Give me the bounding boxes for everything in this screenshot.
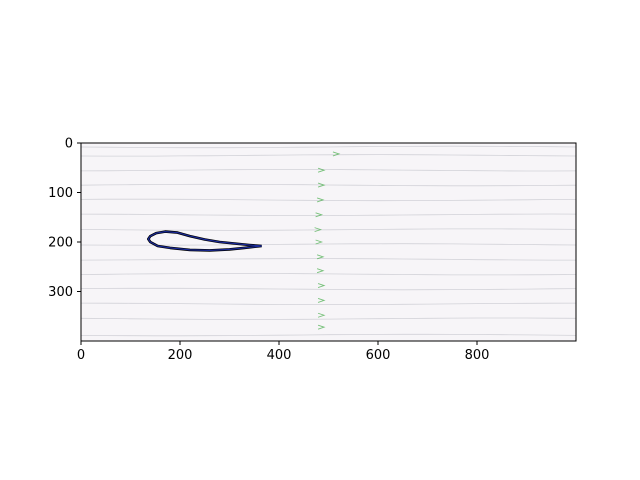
streamline <box>80 302 577 305</box>
x-tick-label: 400 <box>267 348 292 363</box>
flow-arrow-marker <box>315 239 324 245</box>
x-axis: 0 200 400 600 800 <box>77 341 490 363</box>
x-tick-label: 200 <box>168 348 193 363</box>
flow-arrow-marker <box>316 197 325 203</box>
airfoil-contour <box>147 231 262 251</box>
y-axis: 0 100 200 300 <box>48 137 81 300</box>
streamline <box>80 183 577 187</box>
flow-arrow-marker <box>314 227 323 233</box>
y-tick-label: 200 <box>48 236 73 251</box>
x-tick-label: 0 <box>77 348 85 363</box>
streamline <box>80 317 577 320</box>
y-tick-label: 0 <box>65 137 73 152</box>
flow-arrow-marker <box>317 283 326 288</box>
streamline <box>80 287 577 291</box>
plot-background <box>81 143 576 341</box>
streamline <box>80 154 577 157</box>
streamline <box>80 198 577 202</box>
x-tick-label: 600 <box>366 348 391 363</box>
flow-arrow-marker <box>317 324 326 330</box>
plot-area <box>80 142 577 342</box>
streamline <box>80 258 576 261</box>
y-tick-label: 100 <box>48 186 73 201</box>
flow-arrow-marker <box>317 297 326 303</box>
flow-arrow-marker <box>317 167 326 173</box>
streamline <box>80 213 577 216</box>
flow-arrow-marker <box>317 182 326 188</box>
flow-arrow-marker <box>316 268 325 274</box>
streamline <box>80 169 577 172</box>
flow-arrow-marker <box>332 151 341 157</box>
streamline <box>80 228 577 231</box>
x-tick-label: 800 <box>465 348 490 363</box>
y-tick-label: 300 <box>48 285 73 300</box>
streamline <box>80 333 577 337</box>
flow-arrow-marker <box>315 212 324 218</box>
streamline <box>80 273 577 276</box>
flow-arrow-marker <box>316 254 325 260</box>
streamline <box>80 243 577 246</box>
streamline <box>80 145 577 149</box>
flow-arrow-marker <box>317 312 326 318</box>
